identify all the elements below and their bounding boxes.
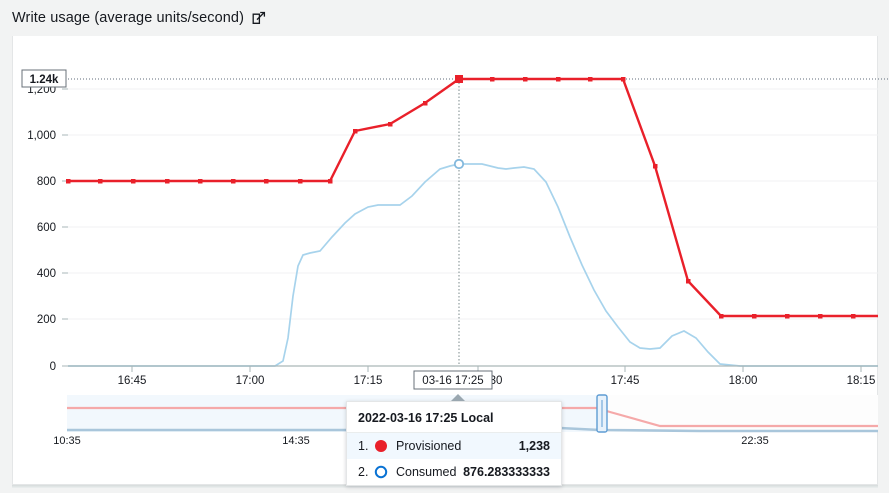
- page-title: Write usage (average units/second): [12, 10, 245, 26]
- ytick-label: 800: [37, 176, 56, 188]
- ytick-label: 1,000: [27, 130, 56, 142]
- tooltip-timestamp: 2022-03-16 17:25 Local: [347, 402, 561, 433]
- panel-bottom-edge: [12, 485, 878, 488]
- series-line-consumed: [68, 163, 878, 367]
- tooltip-row-consumed: 2. Consumed 876.283333333: [347, 459, 561, 485]
- range-tick-label: 10:35: [53, 435, 81, 447]
- xtick-label: 18:15: [847, 375, 876, 387]
- xtick-label: 17:45: [611, 375, 640, 387]
- cursor-x-badge: 03-16 17:25: [413, 370, 493, 390]
- highlight-point-consumed: [453, 158, 465, 170]
- widget-header: Write usage (average units/second): [0, 0, 889, 36]
- hollow-circle-icon: [374, 465, 388, 479]
- threshold-value-badge: 1.24k: [21, 69, 67, 88]
- xtick-label: 17:00: [236, 375, 265, 387]
- filled-circle-icon: [374, 439, 388, 453]
- range-tick-label: 22:35: [741, 435, 769, 447]
- tooltip-row-index: 1.: [358, 439, 369, 453]
- chart-tooltip: 2022-03-16 17:25 Local 1. Provisioned 1,…: [346, 401, 562, 486]
- tooltip-series-value: 1,238: [518, 439, 550, 453]
- tooltip-series-name: Consumed: [396, 465, 457, 479]
- ytick-label: 400: [37, 268, 56, 280]
- xtick-label: 18:00: [729, 375, 758, 387]
- threshold-value-label: 1.24k: [30, 74, 59, 86]
- tooltip-row-index: 2.: [358, 465, 369, 479]
- range-mini-line-provisioned: [67, 406, 878, 428]
- ytick-label: 0: [50, 361, 56, 373]
- highlight-point-provisioned: [455, 75, 463, 83]
- tooltip-series-name: Provisioned: [396, 439, 462, 453]
- gridlines: [68, 88, 878, 320]
- xtick-label: 17:15: [354, 375, 383, 387]
- edit-square-icon[interactable]: [252, 11, 266, 25]
- tooltip-series-value: 876.283333333: [463, 465, 550, 479]
- xtick-label: 16:45: [118, 375, 147, 387]
- tooltip-caret-icon: [451, 394, 465, 401]
- ytick-label: 600: [37, 222, 56, 234]
- series-markers-provisioned: [66, 77, 856, 319]
- tooltip-row-provisioned: 1. Provisioned 1,238: [347, 433, 561, 459]
- x-axis: 16:45 17:00 17:15 30 17:45 18:00 18:15: [68, 365, 878, 387]
- xtick-label-partial: 30: [490, 375, 503, 387]
- ytick-label: 200: [37, 314, 56, 326]
- range-tick-label: 14:35: [282, 435, 310, 447]
- series-line-provisioned: [68, 77, 878, 318]
- cursor-x-label: 03-16 17:25: [422, 375, 483, 387]
- y-axis: 1,200 1,000 800 600 400 200 0: [27, 84, 68, 373]
